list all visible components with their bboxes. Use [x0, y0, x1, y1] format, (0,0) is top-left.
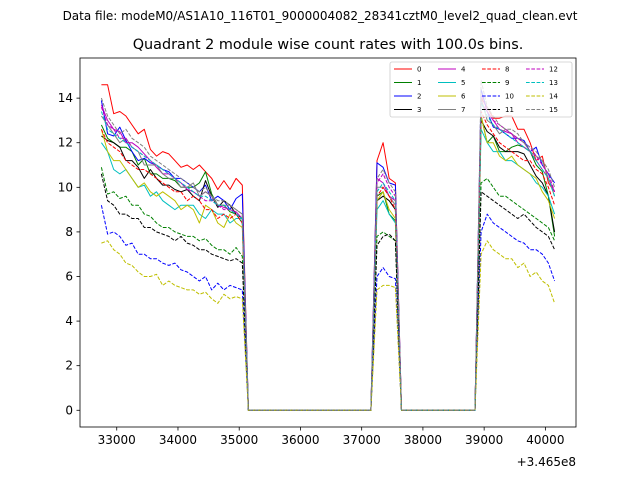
legend-label-4: 4: [461, 66, 466, 74]
figure-suptitle: Data file: modeM0/AS1A10_116T01_90000040…: [63, 9, 578, 23]
y-tick-label: 4: [65, 314, 73, 328]
y-tick-label: 6: [65, 270, 73, 284]
series-line-15: [100, 79, 556, 411]
legend-label-13: 13: [549, 79, 558, 87]
series-line-14: [101, 240, 556, 411]
axes-frame: [79, 57, 577, 428]
series-line-13: [100, 102, 556, 411]
x-tick-label: 37000: [343, 433, 381, 447]
legend-label-3: 3: [417, 106, 421, 114]
x-tick-label: 36000: [281, 433, 319, 447]
legend-label-7: 7: [461, 106, 465, 114]
legend-label-12: 12: [549, 66, 558, 74]
legend-label-0: 0: [417, 66, 421, 74]
x-axis: 33000 34000 35000 36000 37000 38000 39000 40000: [98, 427, 564, 447]
y-tick-label: 2: [65, 359, 73, 373]
legend-label-2: 2: [417, 93, 421, 101]
series-line-4: [100, 102, 556, 411]
series-line-9: [100, 167, 556, 411]
x-tick-label: 33000: [98, 433, 136, 447]
x-tick-label: 34000: [159, 433, 197, 447]
plot-lines: [100, 79, 556, 411]
y-tick-label: 10: [58, 180, 73, 194]
legend-label-6: 6: [461, 93, 466, 101]
y-tick-label: 12: [58, 136, 73, 150]
x-tick-label: 35000: [220, 433, 258, 447]
legend-label-8: 8: [505, 66, 509, 74]
legend-frame: [389, 61, 573, 118]
series-line-5: [100, 128, 556, 411]
chart-title: Quadrant 2 module wise count rates with …: [133, 37, 524, 53]
x-tick-label: 39000: [465, 433, 503, 447]
x-tick-label: 40000: [526, 433, 564, 447]
x-tick-label: 38000: [404, 433, 442, 447]
y-axis: 0 2 4 6 8 10 12 14: [58, 91, 80, 417]
y-tick-label: 0: [65, 403, 73, 417]
legend-label-5: 5: [461, 79, 465, 87]
legend-label-11: 11: [505, 106, 514, 114]
series-line-10: [100, 205, 556, 411]
series-line-6: [100, 115, 556, 411]
series-line-11: [100, 173, 556, 411]
legend-label-15: 15: [549, 106, 558, 114]
y-tick-label: 14: [58, 91, 73, 105]
y-tick-label: 8: [65, 225, 73, 239]
legend-label-10: 10: [505, 93, 514, 101]
legend-label-14: 14: [549, 93, 558, 101]
legend-label-9: 9: [505, 79, 509, 87]
legend-label-1: 1: [417, 79, 421, 87]
x-offset-label: +3.465e8: [517, 455, 576, 469]
